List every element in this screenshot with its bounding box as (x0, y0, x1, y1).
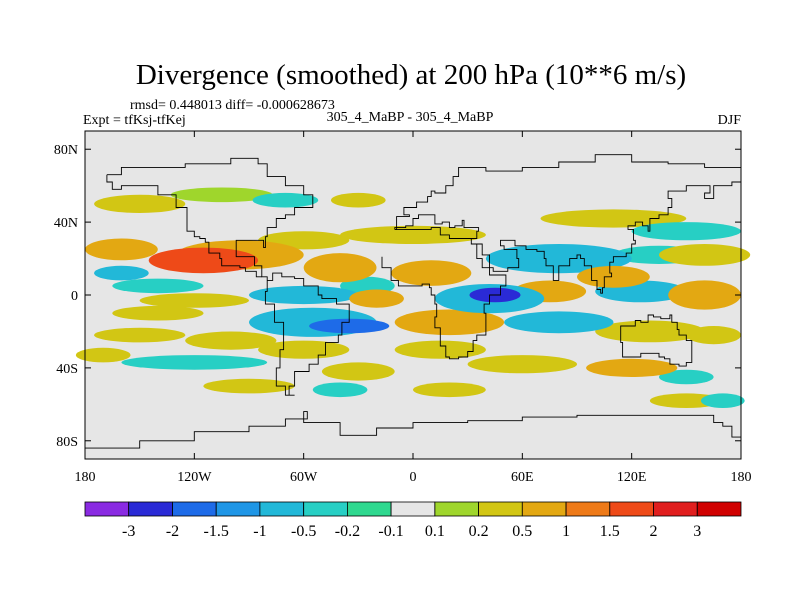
x-tick-label-0: 180 (75, 470, 96, 485)
field-anomaly-19 (203, 378, 295, 394)
colorbar-box-2 (172, 501, 217, 517)
field-anomaly-6 (112, 278, 204, 294)
y-tick-label-4: 80S (56, 435, 78, 450)
field-anomaly-39 (394, 309, 505, 336)
colorbar-label-6: -0.1 (378, 523, 403, 540)
colorbar-box-10 (521, 501, 567, 517)
field-anomaly-22 (340, 225, 486, 244)
field-anomaly-3 (331, 192, 386, 208)
field-anomaly-35 (577, 265, 650, 288)
field-anomaly-17 (700, 393, 745, 409)
field-anomaly-27 (94, 265, 149, 281)
season-label: DJF (718, 113, 742, 128)
field-anomaly-25 (686, 326, 741, 345)
x-tick-label-2: 60W (290, 470, 318, 485)
colorbar-box-5 (303, 501, 348, 517)
field-anomaly-31 (94, 327, 186, 343)
field-anomaly-34 (85, 238, 158, 261)
field-anomaly-15 (413, 382, 486, 398)
field-anomaly-12 (467, 355, 577, 374)
colorbar-box-9 (478, 501, 523, 517)
field-anomaly-36 (303, 253, 377, 283)
y-tick-label-0: 80N (54, 143, 78, 158)
coastline-1 (106, 174, 262, 278)
chart-title: Divergence (smoothed) at 200 hPa (10**6 … (136, 59, 686, 91)
x-tick-label-5: 120E (617, 470, 647, 485)
x-tick-label-6: 180 (731, 470, 752, 485)
x-tick-label-3: 0 (410, 470, 417, 485)
coastline-2 (394, 154, 742, 230)
y-axis: 80N 40N 0 40S 80S (54, 143, 741, 450)
plot-area (75, 130, 751, 460)
coastline-layer (85, 154, 742, 449)
coastline-4 (381, 238, 507, 360)
y-tick-label-3: 40S (56, 362, 78, 377)
colorbar-box-13 (653, 501, 698, 517)
field-anomaly-8 (112, 305, 204, 321)
field-anomaly-0 (170, 187, 273, 203)
stats-label: rmsd= 0.448013 diff= -0.000628673 (130, 98, 335, 113)
colorbar-box-14 (696, 501, 742, 517)
y-tick-label-1: 40N (54, 216, 78, 231)
colorbar-box-4 (259, 501, 304, 517)
divergence-field (75, 187, 751, 409)
field-anomaly-14 (312, 382, 368, 398)
field-anomaly-20 (631, 222, 741, 241)
field-anomaly-30 (504, 311, 614, 334)
field-anomaly-46 (349, 289, 404, 308)
field-anomaly-47 (309, 318, 390, 334)
colorbar-label-1: -2 (166, 523, 179, 540)
colorbar-label-7: 0.1 (425, 523, 445, 540)
colorbar: -3 -2 -1.5 -1 -0.5 -0.2 -0.1 0.1 0.2 0.5 1 1.5 2 3 (84, 501, 742, 540)
colorbar-label-5: -0.2 (335, 523, 360, 540)
colorbar-label-11: 1.5 (600, 523, 620, 540)
field-anomaly-21 (659, 244, 751, 266)
coastline-3 (394, 214, 480, 239)
colorbar-label-2: -1.5 (204, 523, 229, 540)
colorbar-label-8: 0.2 (469, 523, 489, 540)
field-anomaly-48 (148, 247, 259, 274)
field-anomaly-33 (394, 340, 486, 359)
colorbar-box-1 (128, 501, 173, 517)
x-axis: 180 120W 60W 0 60E 120E 180 (75, 131, 752, 485)
field-anomaly-28 (485, 244, 632, 274)
colorbar-label-4: -0.5 (291, 523, 316, 540)
colorbar-box-8 (434, 501, 479, 517)
field-anomaly-37 (668, 280, 741, 310)
field-anomaly-26 (321, 362, 395, 381)
colorbar-label-10: 1 (562, 523, 570, 540)
field-anomaly-40 (586, 358, 678, 377)
colorbar-box-0 (84, 501, 130, 517)
y-tick-label-2: 0 (71, 289, 78, 304)
x-tick-label-1: 120W (177, 470, 212, 485)
field-anomaly-13 (659, 369, 714, 385)
colorbar-label-0: -3 (122, 523, 135, 540)
experiment-label: Expt = tfKsj-tfKej (83, 113, 186, 128)
colorbar-box-12 (609, 501, 654, 517)
field-anomaly-1 (94, 194, 186, 213)
colorbar-box-7 (390, 501, 436, 517)
case-label: 305_4_MaBP - 305_4_MaBP (327, 110, 494, 125)
colorbar-label-12: 2 (650, 523, 658, 540)
coastline-7 (85, 411, 742, 449)
field-anomaly-10 (75, 347, 131, 363)
colorbar-box-11 (565, 501, 611, 517)
colorbar-label-3: -1 (253, 523, 266, 540)
field-anomaly-38 (249, 285, 359, 305)
colorbar-box-6 (346, 501, 392, 517)
x-tick-label-4: 60E (511, 470, 534, 485)
field-anomaly-32 (185, 331, 277, 350)
colorbar-label-13: 3 (693, 523, 701, 540)
coastline-0 (106, 157, 350, 396)
coastline-5 (475, 176, 742, 294)
field-anomaly-9 (258, 340, 350, 359)
colorbar-label-9: 0.5 (512, 523, 532, 540)
field-anomaly-42 (391, 260, 472, 286)
field-anomaly-2 (252, 192, 319, 208)
field-anomaly-18 (139, 293, 249, 308)
colorbar-box-3 (215, 501, 261, 517)
coastline-6 (620, 314, 693, 367)
field-anomaly-11 (121, 355, 268, 370)
